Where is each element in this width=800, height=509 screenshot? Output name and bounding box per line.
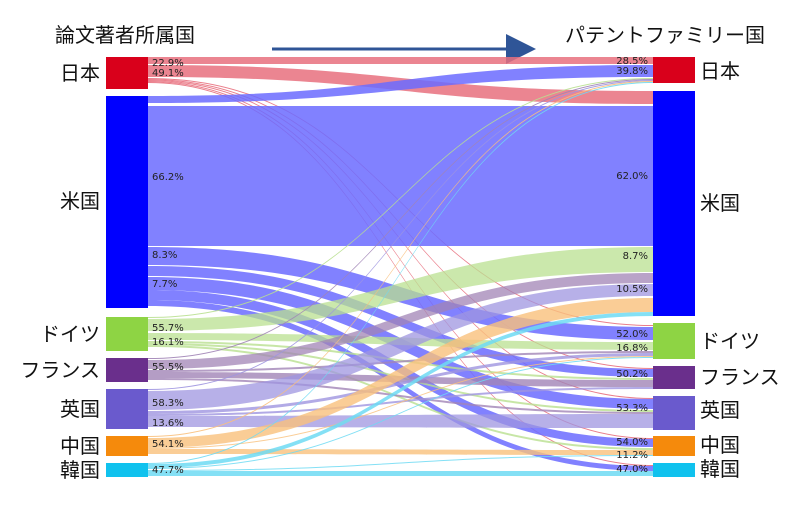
flow-bands [148,57,653,476]
left-pct-label: 8.3% [152,250,177,261]
left-node-jp [106,57,148,89]
flow-band-de-to-us [148,247,653,331]
right-pct-label: 62.0% [616,171,648,182]
left-pct-label: 16.1% [152,337,184,348]
flow-band-fr-to-us [148,273,653,369]
right-pct-label: 8.7% [623,251,648,262]
flow-band-kr-to-kr [148,471,653,476]
right-pct-label: 52.0% [616,329,648,340]
left-node-kr [106,463,148,477]
flow-band-kr-to-cn [148,455,653,471]
flow-band-kr-to-us [148,312,653,468]
right-pct-label: 11.2% [616,450,648,461]
left-label-kr: 韓国 [60,458,100,482]
flow-band-us-to-jp [148,65,653,103]
right-node-uk [653,396,695,430]
right-label-de: ドイツ [700,329,760,353]
left-label-cn: 中国 [60,434,100,458]
left-node-fr [106,358,148,382]
flow-band-us-to-us [148,106,653,246]
left-label-uk: 英国 [60,397,100,421]
left-pct-label: 66.2% [152,172,184,183]
flow-band-uk-to-uk [148,414,653,428]
flow-band-de-to-jp [148,78,653,318]
right-pct-label: 16.8% [616,343,648,354]
left-header: 論文著者所属国 [55,23,195,47]
right-node-cn [653,436,695,456]
flow-band-fr-to-uk [148,378,653,414]
left-pct-label: 22.9% [152,58,184,69]
left-pct-label: 47.7% [152,465,184,476]
left-label-fr: フランス [20,358,100,382]
left-node-us [106,96,148,308]
flow-band-uk-to-us [148,284,653,410]
right-label-jp: 日本 [700,59,740,83]
left-pct-label: 49.1% [152,68,184,79]
left-pct-label: 55.5% [152,362,184,373]
flow-band-fr-to-de [148,351,653,372]
right-node-jp [653,57,695,83]
flow-band-jp-to-kr [148,82,653,466]
left-pct-label: 55.7% [152,323,184,334]
flow-band-uk-to-de [148,353,653,414]
flow-band-cn-to-de [148,356,653,449]
right-label-kr: 韓国 [700,457,740,481]
right-pct-label: 47.0% [616,464,648,475]
right-label-us: 米国 [700,191,740,215]
right-label-uk: 英国 [700,398,740,422]
flow-band-de-to-cn [148,345,653,450]
right-node-us [653,91,695,316]
flow-band-jp-to-cn [148,81,653,439]
right-pct-label: 39.8% [616,66,648,77]
left-node-uk [106,389,148,429]
right-label-fr: フランス [700,365,780,389]
left-node-de [106,317,148,351]
right-label-cn: 中国 [700,433,740,457]
right-node-fr [653,366,695,389]
left-pct-label: 54.1% [152,439,184,450]
right-pct-label: 10.5% [616,284,648,295]
left-pct-label: 58.3% [152,398,184,409]
left-label-jp: 日本 [60,61,100,85]
flow-band-us-to-kr [148,300,653,471]
flow-band-kr-to-de [148,357,653,469]
right-pct-label: 54.0% [616,437,648,448]
left-node-cn [106,436,148,456]
right-node-de [653,323,695,359]
left-pct-label: 13.6% [152,418,184,429]
left-label-de: ドイツ [40,322,100,346]
right-node-kr [653,463,695,477]
flow-band-jp-to-jp [148,57,653,64]
flow-band-uk-to-jp [148,80,653,390]
right-pct-label: 50.2% [616,369,648,380]
flow-band-cn-to-jp [148,81,653,437]
left-pct-label: 7.7% [152,279,177,290]
flow-band-cn-to-us [148,298,653,448]
flow-band-fr-to-jp [148,79,653,359]
right-pct-label: 53.3% [616,403,648,414]
right-pct-label: 28.5% [616,56,648,67]
left-label-us: 米国 [60,189,100,213]
flow-band-uk-to-fr [148,387,653,416]
right-header: パテントファミリー国 [565,23,765,47]
flow-band-kr-to-jp [148,82,653,464]
